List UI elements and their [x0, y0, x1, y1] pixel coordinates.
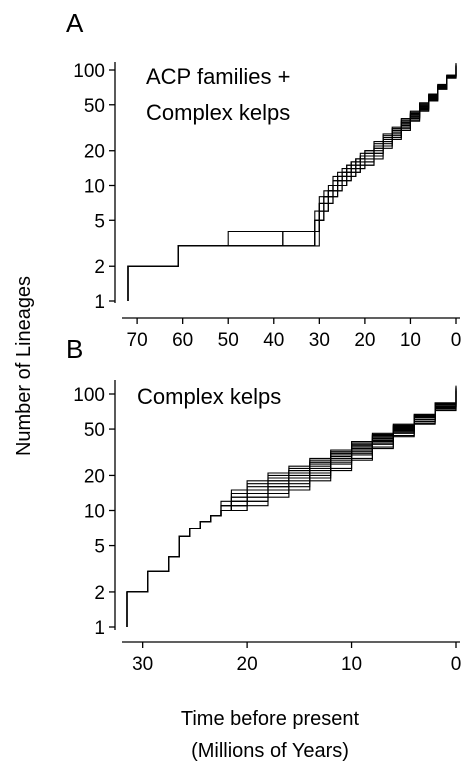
- panel-b-x-ticks: 30 20 10 0: [132, 642, 461, 675]
- y-tick-label: 100: [73, 61, 105, 82]
- panel-a-annotation-line2: Complex kelps: [146, 100, 290, 125]
- x-tick-label: 10: [400, 330, 421, 351]
- x-tick-label: 10: [341, 654, 362, 675]
- panel-a-lineage-series: [127, 63, 457, 301]
- y-tick-label: 20: [84, 142, 105, 163]
- lineage-series-line: [126, 387, 457, 627]
- x-tick-label: 50: [218, 330, 239, 351]
- x-tick-label: 30: [309, 330, 330, 351]
- panel-a-annotation-line1: ACP families +: [146, 64, 290, 89]
- lineage-series-line: [126, 385, 457, 627]
- lineage-series-line: [126, 387, 457, 627]
- y-axis-title: Number of Lineages: [13, 276, 35, 456]
- x-tick-label: 0: [451, 654, 462, 675]
- y-tick-label: 2: [94, 257, 105, 278]
- panel-a-letter: A: [66, 8, 84, 38]
- y-tick-label: 50: [84, 96, 105, 117]
- y-tick-label: 5: [94, 211, 105, 232]
- lineage-series-line: [127, 63, 457, 301]
- x-tick-label: 30: [132, 654, 153, 675]
- panel-b-annotation: Complex kelps: [137, 384, 281, 409]
- x-tick-label: 70: [127, 330, 148, 351]
- panel-b-y-ticks: 1 2 5 10 20 50 100: [73, 385, 115, 639]
- x-tick-label: 20: [354, 330, 375, 351]
- y-tick-label: 1: [94, 292, 105, 313]
- panel-b-lineage-series: [126, 385, 457, 627]
- x-axis-title-line1: Time before present: [181, 708, 360, 730]
- x-tick-label: 60: [172, 330, 193, 351]
- y-tick-label: 50: [84, 420, 105, 441]
- panel-a-x-ticks: 70 60 50 40 30 20 10 0: [127, 318, 462, 351]
- y-tick-label: 20: [84, 466, 105, 487]
- y-tick-label: 100: [73, 385, 105, 406]
- lineage-series-line: [126, 386, 457, 627]
- y-tick-label: 10: [84, 177, 105, 198]
- y-tick-label: 5: [94, 537, 105, 558]
- y-tick-label: 1: [94, 618, 105, 639]
- y-tick-label: 2: [94, 583, 105, 604]
- lineage-series-line: [127, 63, 457, 301]
- x-tick-label: 40: [263, 330, 284, 351]
- panel-a-y-ticks: 1 2 5 10 20 50 100: [73, 61, 115, 313]
- lineage-series-line: [126, 386, 457, 627]
- x-tick-label: 20: [237, 654, 258, 675]
- x-axis-title-line2: (Millions of Years): [191, 740, 349, 762]
- panel-b-letter: B: [66, 334, 83, 364]
- x-tick-label: 0: [451, 330, 462, 351]
- y-tick-label: 10: [84, 502, 105, 523]
